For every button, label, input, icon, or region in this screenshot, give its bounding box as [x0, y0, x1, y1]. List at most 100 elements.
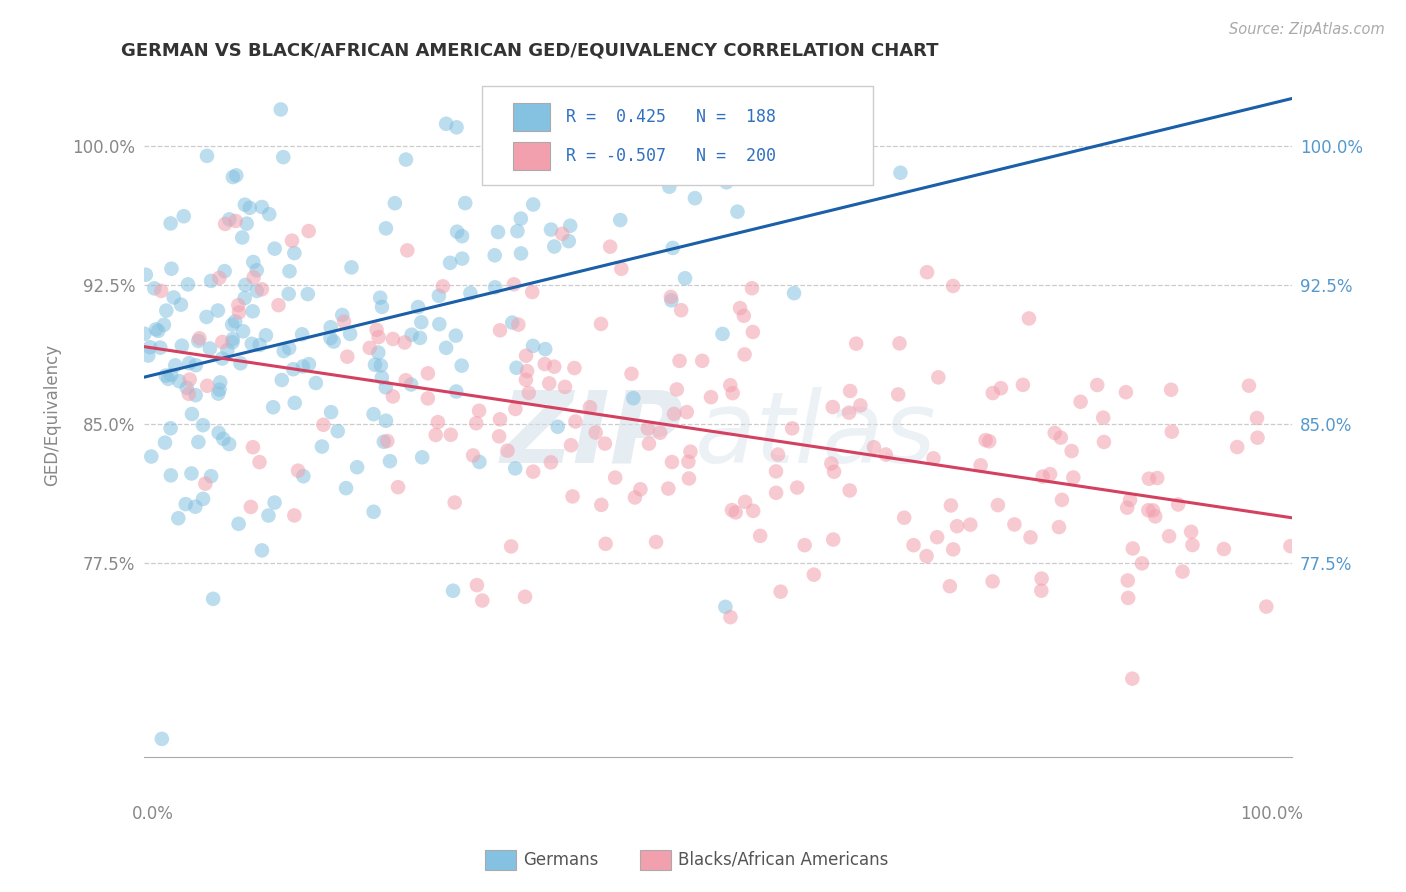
Point: [359, 341, 381, 355]
Point: [240, 336, 263, 351]
Point: [773, 103, 796, 117]
Point: [200, 469, 222, 483]
Point: [650, 425, 672, 440]
Point: [1167, 498, 1189, 512]
Point: [522, 339, 544, 353]
Point: [683, 191, 706, 205]
Point: [278, 264, 301, 278]
Point: [374, 380, 396, 394]
Point: [492, 110, 515, 124]
Point: [922, 451, 945, 466]
Point: [381, 389, 404, 403]
Point: [720, 610, 742, 624]
Point: [679, 444, 702, 458]
Point: [195, 378, 218, 392]
Point: [1226, 440, 1249, 454]
Point: [179, 356, 201, 370]
Point: [187, 334, 209, 348]
Point: [1181, 538, 1204, 552]
Point: [711, 326, 734, 341]
Point: [893, 510, 915, 524]
Point: [214, 217, 236, 231]
Point: [721, 503, 744, 517]
Point: [915, 549, 938, 563]
Point: [560, 219, 582, 233]
Point: [291, 327, 314, 342]
Point: [177, 277, 200, 292]
Point: [875, 448, 897, 462]
Point: [489, 323, 512, 337]
Point: [564, 361, 586, 376]
Point: [434, 341, 457, 355]
Point: [225, 214, 247, 228]
Point: [208, 383, 231, 397]
Point: [1160, 425, 1182, 439]
Point: [191, 491, 214, 506]
Point: [1049, 431, 1071, 445]
Text: GERMAN VS BLACK/AFRICAN AMERICAN GED/EQUIVALENCY CORRELATION CHART: GERMAN VS BLACK/AFRICAN AMERICAN GED/EQU…: [121, 42, 938, 60]
Text: R = -0.507   N =  200: R = -0.507 N = 200: [567, 147, 776, 165]
Point: [416, 392, 439, 406]
Point: [538, 376, 561, 391]
Point: [242, 304, 264, 318]
Point: [346, 460, 368, 475]
Point: [312, 417, 335, 432]
Point: [927, 530, 949, 544]
Point: [439, 256, 461, 270]
Point: [367, 330, 389, 344]
Point: [1130, 557, 1153, 571]
Point: [505, 401, 527, 416]
Point: [160, 368, 183, 382]
Point: [662, 407, 685, 421]
Point: [159, 216, 181, 230]
Point: [734, 347, 756, 361]
Point: [468, 455, 491, 469]
Point: [718, 378, 741, 392]
Point: [287, 464, 309, 478]
Point: [765, 485, 787, 500]
Point: [610, 261, 633, 276]
Point: [1012, 377, 1035, 392]
Point: [169, 374, 191, 388]
Point: [849, 398, 872, 412]
Point: [194, 476, 217, 491]
Point: [440, 427, 463, 442]
Point: [783, 286, 806, 301]
Point: [374, 221, 396, 235]
Point: [678, 471, 700, 485]
Point: [461, 449, 484, 463]
Point: [292, 469, 315, 483]
Point: [605, 103, 627, 117]
Point: [1043, 425, 1066, 440]
Point: [939, 499, 962, 513]
Point: [222, 332, 245, 346]
Point: [1050, 492, 1073, 507]
Point: [981, 574, 1004, 589]
Point: [202, 591, 225, 606]
Point: [148, 324, 170, 338]
Point: [1116, 574, 1139, 588]
Point: [513, 103, 536, 117]
Text: 0.0%: 0.0%: [132, 805, 174, 823]
Bar: [513, 103, 550, 130]
Point: [1047, 520, 1070, 534]
Point: [942, 542, 965, 557]
Point: [387, 480, 409, 494]
Point: [222, 169, 245, 184]
Point: [765, 464, 787, 478]
Point: [150, 731, 173, 746]
Point: [231, 230, 253, 244]
Text: 100.0%: 100.0%: [1240, 805, 1303, 823]
Point: [395, 153, 418, 167]
Point: [298, 224, 321, 238]
Point: [283, 246, 305, 260]
Point: [184, 388, 207, 402]
Point: [515, 349, 537, 363]
Text: R =  0.425   N =  188: R = 0.425 N = 188: [567, 108, 776, 126]
Point: [522, 197, 544, 211]
Point: [446, 120, 468, 135]
Point: [364, 358, 387, 372]
Point: [451, 252, 474, 266]
Point: [262, 401, 284, 415]
Point: [311, 440, 333, 454]
